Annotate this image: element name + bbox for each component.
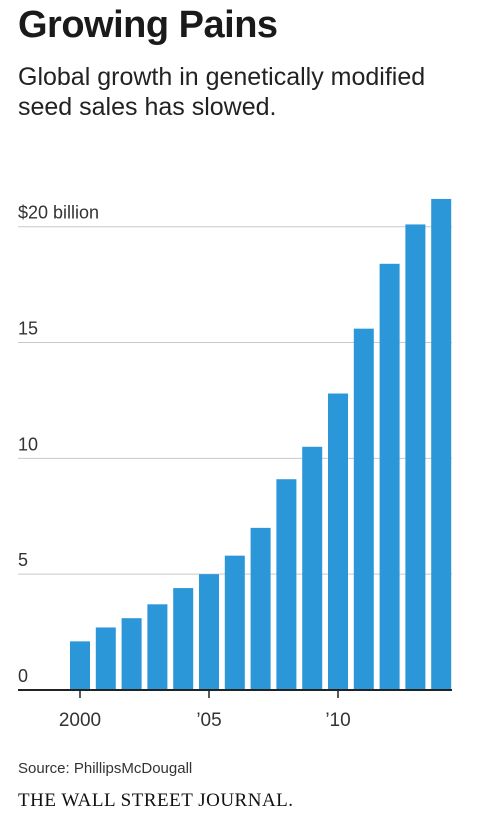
bar xyxy=(95,627,116,690)
bar xyxy=(302,446,323,690)
publisher-logo: THE WALL STREET JOURNAL. xyxy=(18,790,294,811)
bar xyxy=(173,588,194,690)
bar xyxy=(121,618,142,690)
bar xyxy=(276,479,297,690)
source-note: Source: PhillipsMcDougall xyxy=(18,760,193,777)
x-tick-label: ’05 xyxy=(196,710,221,731)
y-tick-label: 5 xyxy=(18,550,28,570)
y-tick-label: 10 xyxy=(18,434,38,454)
y-tick-label: 0 xyxy=(18,666,28,686)
y-tick-label: $20 billion xyxy=(18,203,99,223)
bar xyxy=(224,555,245,690)
bar xyxy=(353,328,374,690)
bar xyxy=(379,263,400,690)
bar xyxy=(328,393,348,690)
bar xyxy=(70,641,90,690)
x-tick-label: ’10 xyxy=(325,710,350,731)
y-tick-label: 15 xyxy=(18,319,38,339)
bar-chart: 0 5 10 15 $20 billion 2000 ’05 ’10 xyxy=(18,198,452,731)
bar xyxy=(405,224,426,690)
bar xyxy=(431,198,452,690)
bar xyxy=(199,574,219,690)
x-tick-label: 2000 xyxy=(59,710,101,731)
chart-title: Growing Pains xyxy=(18,4,278,46)
chart-subtitle: Global growth in genetically modified se… xyxy=(18,63,426,121)
bar xyxy=(147,604,168,690)
bar xyxy=(250,527,271,690)
